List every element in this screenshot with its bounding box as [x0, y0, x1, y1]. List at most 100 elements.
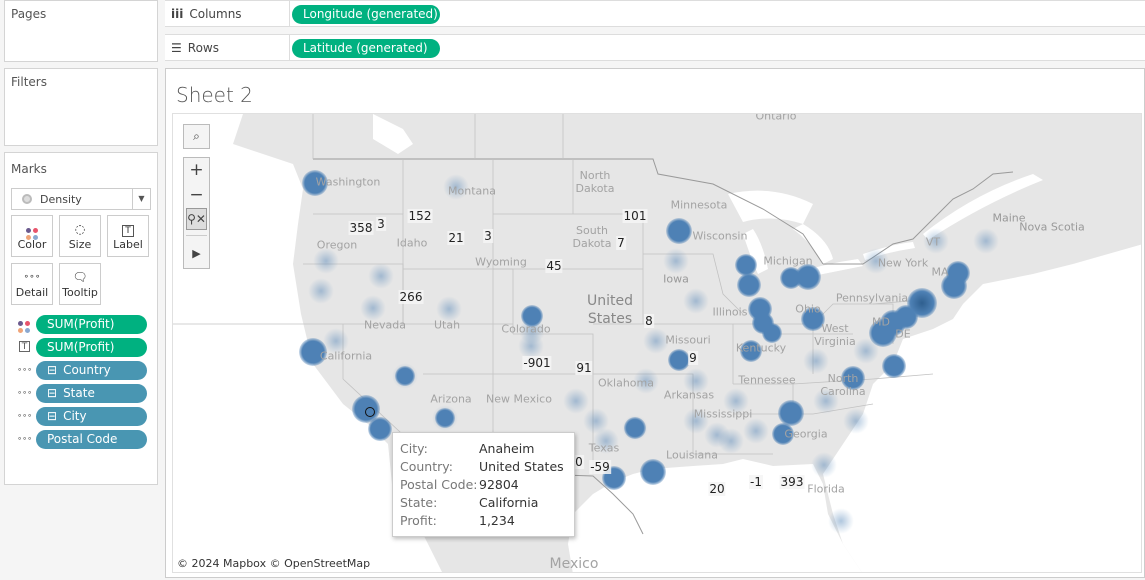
text-label-icon: T [19, 341, 30, 352]
color-pill[interactable]: SUM(Profit) [36, 315, 147, 334]
density-mark[interactable] [313, 248, 339, 274]
density-mark[interactable] [863, 248, 889, 274]
density-mark[interactable] [521, 305, 543, 327]
detail-button[interactable]: ∘∘∘ Detail [11, 263, 53, 305]
density-mark[interactable] [683, 408, 709, 434]
pages-panel[interactable]: Pages [4, 0, 158, 62]
search-map-button[interactable]: ⌕ [183, 124, 210, 149]
density-mark[interactable] [841, 366, 865, 390]
collapse-icon[interactable]: ⊟ [47, 386, 58, 400]
size-button[interactable]: ◌ Size [59, 215, 101, 257]
region-label: Montana [448, 184, 496, 198]
density-mark[interactable] [740, 340, 762, 362]
density-mark[interactable] [666, 218, 692, 244]
density-mark[interactable] [801, 307, 825, 331]
collapse-icon[interactable]: ⊟ [47, 363, 58, 377]
density-mark[interactable] [811, 452, 837, 478]
country-label: United States [587, 293, 633, 327]
profit-label: 0 [574, 455, 584, 469]
density-mark[interactable] [640, 459, 666, 485]
detail-pill[interactable]: Postal Code [36, 430, 147, 449]
density-mark[interactable] [735, 254, 757, 276]
density-mark[interactable] [923, 228, 949, 254]
density-mark[interactable] [762, 323, 782, 343]
marks-pill-row: ∘∘∘ ⊟ City [5, 406, 159, 426]
density-mark[interactable] [718, 428, 744, 454]
density-mark[interactable] [308, 278, 334, 304]
density-mark[interactable] [435, 408, 455, 428]
density-mark[interactable] [683, 368, 709, 394]
density-mark[interactable] [882, 354, 906, 378]
tooltip-row: City: Anaheim [400, 441, 567, 459]
region-label: Louisiana [666, 448, 718, 462]
filters-title: Filters [11, 75, 47, 89]
density-mark[interactable] [443, 174, 469, 200]
profit-label: 21 [447, 231, 465, 245]
chevron-down-icon[interactable]: ▼ [132, 189, 150, 209]
density-mark[interactable] [723, 388, 749, 414]
zoom-in-button[interactable]: + [184, 158, 209, 183]
density-mark[interactable] [368, 417, 392, 441]
tooltip-row: Country: United States [400, 459, 567, 477]
tooltip-key: State: [400, 495, 438, 510]
density-mark[interactable] [683, 288, 709, 314]
detail-pill[interactable]: ⊟ State [36, 384, 147, 403]
density-mark[interactable] [973, 228, 999, 254]
latitude-pill[interactable]: Latitude (generated) [292, 39, 440, 58]
collapse-icon[interactable]: ⊟ [47, 409, 58, 423]
density-mark[interactable] [795, 264, 821, 290]
detail-icon: ∘∘∘ [23, 272, 41, 282]
density-mark[interactable] [395, 366, 415, 386]
density-mark[interactable] [907, 288, 937, 318]
expand-toolbar-button[interactable]: ▶ [184, 241, 209, 266]
region-label: Mississippi [693, 407, 753, 421]
density-mark[interactable] [583, 408, 609, 434]
density-mark[interactable] [663, 248, 689, 274]
density-mark[interactable] [737, 273, 761, 297]
region-label: Michigan [763, 254, 813, 268]
density-mark[interactable] [643, 328, 669, 354]
label-pill[interactable]: SUM(Profit) [36, 338, 147, 357]
map-zoom-toolbar: + − ⚲✕ ▶ [183, 157, 210, 269]
density-mark[interactable] [668, 349, 690, 371]
mark-type-dropdown[interactable]: Density ▼ [11, 188, 151, 210]
density-mark[interactable] [772, 423, 794, 445]
label-button[interactable]: T Label [107, 215, 149, 257]
density-mark[interactable] [813, 388, 839, 414]
columns-shelf[interactable]: iii Columns Longitude (generated) [165, 0, 1145, 27]
zoom-out-button[interactable]: − [184, 183, 209, 208]
color-button[interactable]: Color [11, 215, 53, 257]
region-label: New Mexico [486, 392, 552, 406]
density-mark[interactable] [803, 348, 829, 374]
density-mark[interactable] [299, 338, 327, 366]
density-mark[interactable] [946, 261, 970, 285]
density-mark[interactable] [360, 295, 386, 321]
density-mark[interactable] [778, 400, 804, 426]
density-mark[interactable] [704, 422, 730, 448]
detail-pill[interactable]: ⊟ City [36, 407, 147, 426]
selected-mark[interactable] [365, 407, 375, 417]
density-mark[interactable] [624, 417, 646, 439]
sheet-title: Sheet 2 [176, 83, 253, 107]
map-view[interactable]: Washington Montana North Dakota Minnesota Or… [172, 113, 1142, 573]
density-mark[interactable] [843, 408, 869, 434]
density-mark[interactable] [436, 296, 462, 322]
rows-shelf[interactable]: ☰ Rows Latitude (generated) [165, 34, 1145, 61]
density-mark[interactable] [828, 508, 854, 534]
pill-label: SUM(Profit) [47, 340, 115, 354]
density-mark[interactable] [302, 170, 328, 196]
detail-pill[interactable]: ⊟ Country [36, 361, 147, 380]
density-mark[interactable] [593, 428, 619, 454]
map-credit[interactable]: © 2024 Mapbox © OpenStreetMap [177, 557, 371, 570]
tooltip-button[interactable]: 🗨 Tooltip [59, 263, 101, 305]
density-mark[interactable] [518, 333, 544, 359]
filters-panel[interactable]: Filters [4, 68, 158, 146]
density-mark[interactable] [743, 418, 769, 444]
density-mark[interactable] [563, 388, 589, 414]
region-label: Wyoming [475, 255, 527, 269]
density-mark[interactable] [633, 368, 659, 394]
reset-pin-button[interactable]: ⚲✕ [186, 208, 207, 230]
longitude-pill[interactable]: Longitude (generated) [292, 5, 440, 24]
density-mark[interactable] [368, 263, 394, 289]
density-mark[interactable] [323, 328, 349, 354]
